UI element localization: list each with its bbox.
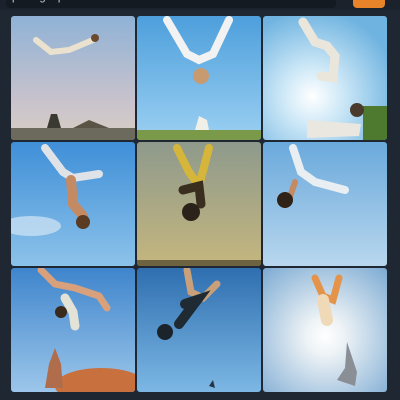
prompt-input[interactable]: p... ...g ...p... [6, 0, 336, 8]
result-image-canvas [11, 16, 135, 140]
image-results-grid [9, 14, 389, 394]
result-image-canvas [263, 142, 387, 266]
result-image[interactable] [263, 268, 387, 392]
result-image[interactable] [263, 16, 387, 140]
result-image-canvas [11, 268, 135, 392]
generate-button[interactable] [353, 0, 385, 8]
result-image[interactable] [137, 142, 261, 266]
top-toolbar: p... ...g ...p... [0, 0, 400, 10]
result-image[interactable] [11, 142, 135, 266]
result-image-canvas [137, 268, 261, 392]
result-image[interactable] [263, 142, 387, 266]
result-image-canvas [263, 16, 387, 140]
result-image-canvas [263, 268, 387, 392]
result-image[interactable] [11, 268, 135, 392]
result-image-canvas [11, 142, 135, 266]
result-image[interactable] [137, 268, 261, 392]
result-image[interactable] [11, 16, 135, 140]
result-image[interactable] [137, 16, 261, 140]
result-image-canvas [137, 142, 261, 266]
result-image-canvas [137, 16, 261, 140]
